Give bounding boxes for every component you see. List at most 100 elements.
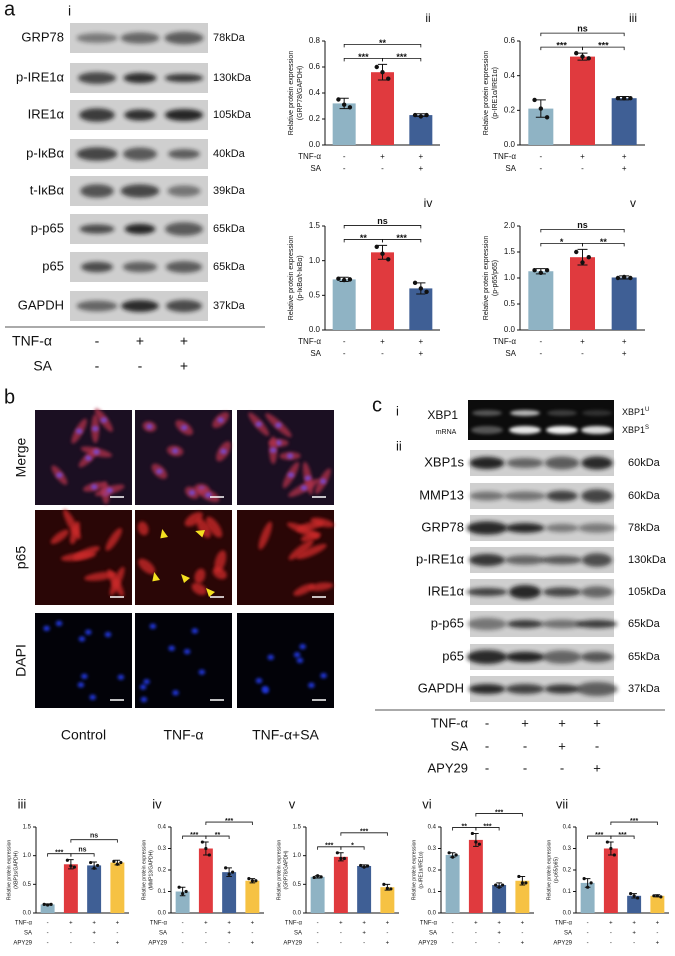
data-point [382,882,386,886]
cell [214,550,227,573]
condition-label: SA [505,164,516,173]
micro-col-label: TNF-α+SA [252,727,319,743]
data-point [586,255,591,260]
nucleus [181,425,188,431]
sig-label: ** [215,832,221,839]
bar [650,895,665,913]
sig-label: ns [90,833,98,840]
condition-label: TNF-α [555,921,573,927]
cell [184,512,203,527]
data-point [628,96,633,101]
data-point [366,864,370,868]
nucleus [255,421,263,427]
data-point [339,856,343,861]
y-tick-label: 0.0 [23,911,32,917]
cell [296,543,327,560]
condition-mark: - [587,931,589,937]
sig-label: *** [495,809,503,816]
arrowhead [181,574,190,583]
condition-label: TNF-α [298,152,321,161]
blot-size-label: 60kDa [628,490,661,502]
cell [310,517,335,528]
nucleus [81,673,88,679]
condition-label: TNF-α [150,921,168,927]
sig-label: *** [630,818,638,825]
condition-mark: + [632,931,636,937]
y-axis-label: Relative protein expression [6,840,12,901]
xbp1-sub: mRNA [436,429,457,436]
condition-label: APY29 [553,941,572,947]
data-point [418,286,424,291]
condition-mark: - [340,931,342,937]
sig-bracket [343,225,422,229]
data-point [362,865,366,869]
cell [72,546,100,560]
condition-mark: + [580,152,585,161]
blot-row-label: MMP13 [419,487,464,502]
condition-mark: - [47,931,49,937]
blot-size-label: 105kDa [213,109,252,121]
data-point [580,54,585,59]
blot-band [165,222,203,236]
gel-band [582,410,612,416]
data-point [538,270,544,275]
nucleus [140,696,148,703]
chart-label: iii [18,796,27,811]
condition-mark: - [539,337,542,346]
data-point [389,887,393,891]
nucleus [293,652,301,658]
condition-mark: + [251,941,255,947]
condition-mark: - [47,921,49,927]
condition-label: SA [429,931,437,937]
cell [309,582,334,592]
cell [286,522,320,538]
nucleus [171,448,179,454]
data-point [42,902,46,907]
bar [175,891,190,913]
condition-mark: + [362,921,366,927]
bar [445,854,460,913]
condition-label: TNF-α [493,152,516,161]
condition-mark: - [47,941,49,947]
nucleus [75,428,83,434]
cell [288,540,314,560]
y-tick-label: 1.0 [23,853,32,859]
data-point [586,56,591,61]
y-tick-label: 0.0 [293,911,302,917]
panel-label: a [4,0,16,20]
blot-band [505,523,545,533]
blot-band [576,619,618,629]
y-tick-label: 2.0 [504,221,516,230]
nucleus [85,455,92,461]
data-point [89,860,93,865]
condition-mark: + [92,921,96,927]
blot-band [578,523,616,533]
sig-label: *** [358,52,369,62]
sig-label: *** [618,832,626,839]
cell [194,568,206,584]
cell [191,582,207,596]
condition-mark: - [485,760,489,775]
condition-label: SA [33,358,52,374]
condition-mark: - [138,358,143,374]
y-tick-label: 0.0 [504,140,516,149]
y-tick-label: 1.5 [504,247,516,256]
cell [138,558,156,575]
chart-label: vi [422,796,432,811]
blot-row-label: GRP78 [21,29,64,44]
y-axis-label: (p-IκBα/t-IκBα) [297,255,304,300]
condition-mark: + [380,152,385,161]
data-point [336,276,341,281]
data-point [544,115,550,120]
bar [371,252,394,330]
blot-band [541,555,583,565]
condition-label: TNF-α [431,715,469,730]
micro-row-label: DAPI [13,644,29,677]
blot-band [76,33,118,43]
blot-band [469,553,505,567]
data-point [115,862,119,866]
condition-mark: + [558,738,566,753]
condition-mark: + [227,921,231,927]
data-point [319,875,323,879]
data-point [494,883,498,887]
